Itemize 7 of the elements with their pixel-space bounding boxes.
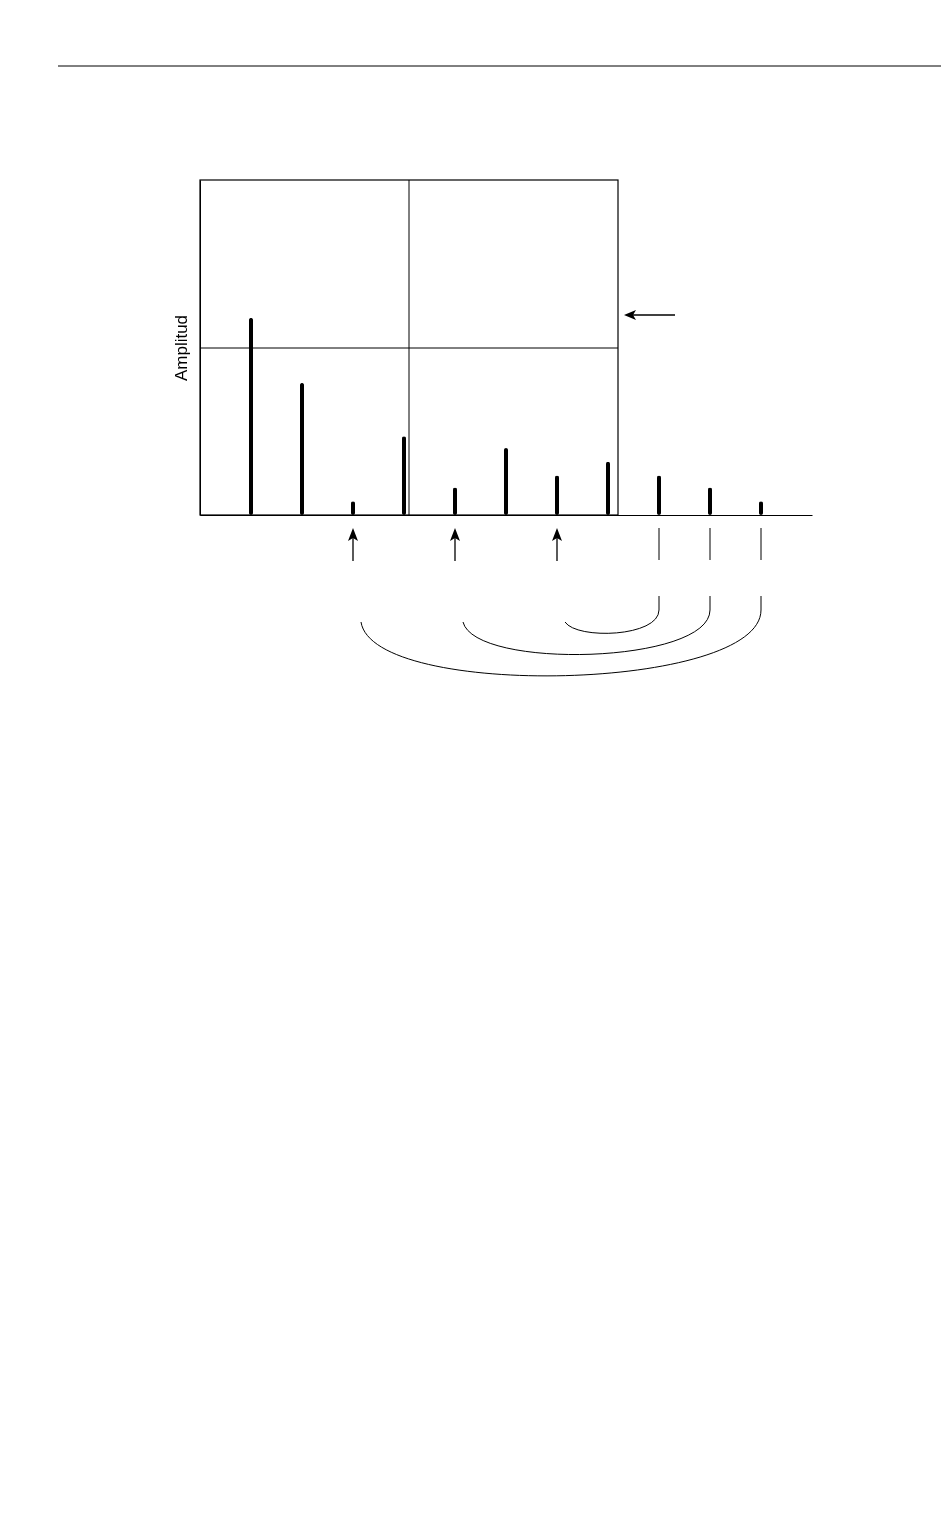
bar [300,382,304,515]
bar [249,317,253,515]
bar [606,461,610,515]
bar [402,436,406,515]
bar [504,448,508,515]
bar [555,475,559,515]
y-axis-title: Amplitud [171,314,191,382]
